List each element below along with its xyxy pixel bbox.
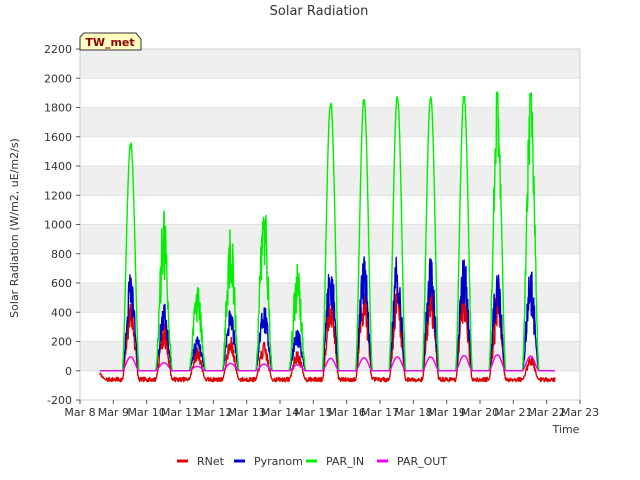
y-tick-label: 0 [65,365,72,378]
grid-band [80,224,580,254]
grid-band [80,49,580,79]
y-tick-label: 1000 [44,219,72,232]
y-tick-label: 2000 [44,72,72,85]
legend: RNet Pyranom PAR_IN PAR_OUT [177,455,447,468]
x-tick-label: Mar 23 [561,406,599,419]
series-line-par-out [99,354,556,372]
x-tick-label: Mar 12 [194,406,232,419]
series-lines [99,91,556,383]
x-tick-label: Mar 9 [98,406,129,419]
y-tick-label: 1800 [44,102,72,115]
y-tick-label: 1400 [44,160,72,173]
chart-title: Solar Radiation [270,4,369,19]
x-tick-label: Mar 14 [261,406,299,419]
x-tick-label: Mar 21 [494,406,532,419]
legend-label: RNet [197,455,225,468]
y-tick-label: 1200 [44,189,72,202]
x-tick-label: Mar 17 [361,406,399,419]
x-tick-label: Mar 22 [528,406,566,419]
y-tick-label: -200 [47,394,72,407]
x-tick-label: Mar 15 [294,406,332,419]
y-tick-label: 2200 [44,43,72,56]
legend-label: PAR_OUT [397,455,447,468]
y-tick-label: 1600 [44,131,72,144]
legend-label: Pyranom [254,455,303,468]
y-axis: -200 0 200 400 600 800 1000 1200 1400 1600 1800 200… [44,43,80,407]
x-tick-label: Mar 8 [64,406,95,419]
x-tick-label: Mar 20 [461,406,499,419]
y-tick-label: 800 [51,248,72,261]
y-tick-label: 600 [51,277,72,290]
station-badge: TW_met [79,32,142,51]
y-axis-label: Solar Radiation (W/m2, uE/m2/s) [8,138,21,318]
station-badge-label: TW_met [85,36,134,49]
x-tick-label: Mar 16 [328,406,366,419]
x-tick-label: Mar 10 [128,406,166,419]
grid-band [80,166,580,196]
x-tick-label: Mar 19 [428,406,466,419]
x-tick-label: Mar 11 [161,406,199,419]
y-tick-label: 200 [51,336,72,349]
legend-label: PAR_IN [326,455,364,468]
x-tick-label: Mar 13 [228,406,266,419]
x-tick-label: Mar 18 [394,406,432,419]
y-tick-label: 400 [51,306,72,319]
x-axis-label: Time [552,423,580,436]
